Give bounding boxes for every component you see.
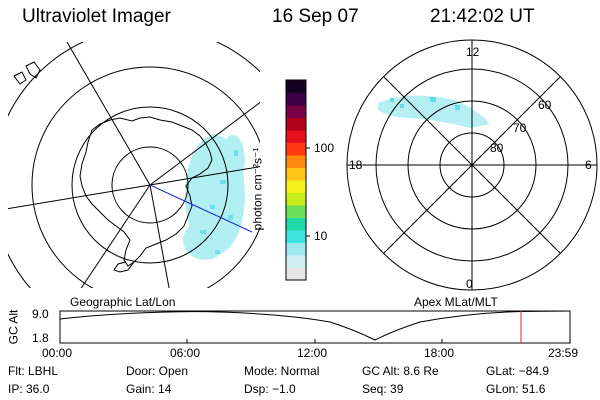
time-tick-0000: 00:00 <box>42 346 73 360</box>
antarctica-coastline <box>79 116 213 267</box>
dsp-info: Dsp: −1.0 <box>244 382 296 396</box>
geographic-map <box>8 42 260 288</box>
lat-circle-80 <box>111 146 189 224</box>
colorbar-segment <box>286 80 306 93</box>
colorbar-segment <box>286 255 306 268</box>
coast-fragment <box>13 71 27 85</box>
colorbar-segment <box>286 130 306 143</box>
colorbar-tick-100: 100 <box>314 141 335 155</box>
instrument-title: Ultraviolet Imager <box>22 6 171 27</box>
colorbar-segment <box>286 142 306 156</box>
mode-info: Mode: Normal <box>244 364 320 378</box>
geographic-panel-label: Geographic Lat/Lon <box>70 295 176 309</box>
colorbar-tick-10: 10 <box>314 229 328 243</box>
date-label: 16 Sep 07 <box>272 6 359 27</box>
seq-info: Seq: 39 <box>362 382 404 396</box>
magnetic-polar-plot <box>346 39 598 291</box>
mlat-label-80: 80 <box>490 141 504 155</box>
mlt-label-18: 18 <box>349 158 363 172</box>
colorbar-unit-label: photon cm⁻²s⁻¹ <box>250 147 265 231</box>
colorbar-segment <box>286 192 306 206</box>
gc-alt-info: GC Alt: 8.6 Re <box>362 364 439 378</box>
altitude-tick-1-8: 1.8 <box>32 331 49 345</box>
lat-circle-60 <box>31 66 260 288</box>
colorbar-segment <box>286 230 306 243</box>
time-label: 21:42:02 UT <box>430 6 535 27</box>
altitude-plot <box>59 310 571 344</box>
mlt-diagonal-2 <box>383 76 561 254</box>
satellite-track <box>149 184 253 233</box>
altitude-curve <box>59 310 571 341</box>
aurora-emission-right <box>378 95 490 128</box>
colorbar-frame <box>285 79 307 281</box>
time-tick-2359: 23:59 <box>548 346 579 360</box>
door-info: Door: Open <box>126 364 189 378</box>
aurora-speckle-left <box>200 150 238 254</box>
meridians <box>8 42 260 288</box>
time-tick-0600: 06:00 <box>170 346 201 360</box>
colorbar-segment <box>286 205 306 218</box>
colorbar-segment <box>286 117 306 131</box>
mlt-label-0: 0 <box>466 277 473 291</box>
lat-circle-70 <box>71 106 229 264</box>
colorbar-segment <box>286 180 306 193</box>
colorbar-segment <box>286 242 306 256</box>
filter-info: Flt: LBHL <box>8 364 59 378</box>
aurora-speckle-right <box>390 97 460 110</box>
mlat-label-60: 60 <box>538 98 552 112</box>
colorbar <box>286 80 306 281</box>
gain-info: Gain: 14 <box>126 382 172 396</box>
glon-info: GLon: 51.6 <box>486 382 546 396</box>
mlat-label-70: 70 <box>513 121 527 135</box>
time-tick-1200: 12:00 <box>297 346 328 360</box>
ip-info: IP: 36.0 <box>8 382 50 396</box>
apex-panel-label: Apex MLat/MLT <box>414 295 498 309</box>
altitude-tick-9: 9.0 <box>32 307 49 321</box>
colorbar-segment <box>286 167 306 181</box>
mlt-label-12: 12 <box>466 45 480 59</box>
colorbar-segment <box>286 92 306 106</box>
glat-info: GLat: −84.9 <box>486 364 550 378</box>
colorbar-segment <box>286 155 306 168</box>
colorbar-segment <box>286 267 306 281</box>
colorbar-segment <box>286 217 306 231</box>
time-tick-1800: 18:00 <box>424 346 455 360</box>
south-america-fragment <box>25 61 41 79</box>
mlt-label-6: 6 <box>585 158 592 172</box>
altitude-axis-label: GC Alt <box>6 309 21 345</box>
colorbar-segment <box>286 105 306 118</box>
antarctic-peninsula <box>113 261 135 273</box>
